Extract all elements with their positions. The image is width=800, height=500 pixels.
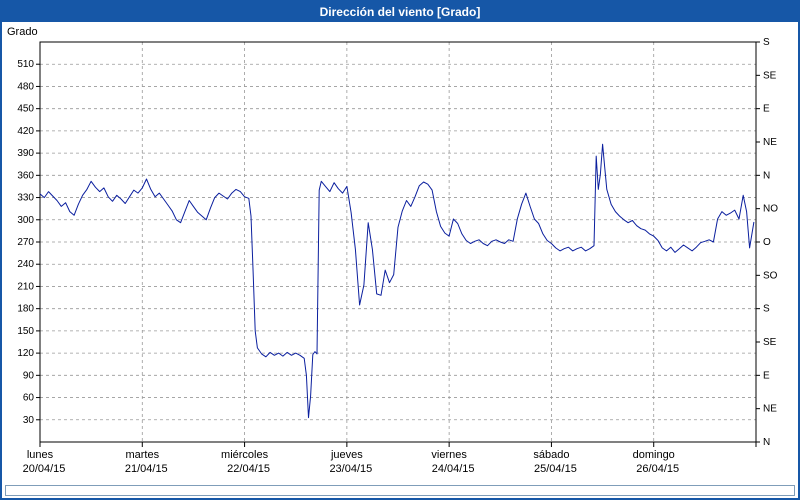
day-name-label: lunes [27, 449, 54, 461]
day-name-label: domingo [633, 449, 675, 461]
title-bar: Dirección del viento [Grado] [2, 2, 798, 22]
y-tick-label: 390 [17, 148, 34, 159]
y-tick-label: 120 [17, 348, 34, 359]
y-tick-label: 60 [23, 393, 35, 404]
y-tick-label: 180 [17, 304, 34, 315]
y-axis-unit-label: Grado [7, 26, 38, 38]
compass-tick-label: S [763, 304, 770, 315]
day-date-label: 22/04/15 [227, 463, 270, 475]
compass-tick-label: NE [763, 404, 777, 415]
y-tick-label: 480 [17, 81, 34, 92]
day-date-label: 21/04/15 [125, 463, 168, 475]
chart-title: Dirección del viento [Grado] [319, 5, 481, 19]
day-date-label: 24/04/15 [432, 463, 475, 475]
day-name-label: viernes [431, 449, 467, 461]
bottom-status-strip [5, 485, 795, 496]
day-name-label: miércoles [221, 449, 269, 461]
compass-tick-label: SE [763, 337, 777, 348]
day-date-label: 25/04/15 [534, 463, 577, 475]
wind-chart-svg: 30 60 90 120 150 180 210 240 270 300 330 360 390 420 4… [17, 37, 778, 475]
y-tick-label: 240 [17, 259, 34, 270]
y-tick-label: 510 [17, 59, 34, 70]
y-tick-label: 270 [17, 237, 34, 248]
y-tick-label: 420 [17, 126, 34, 137]
y-tick-label: 90 [23, 370, 35, 381]
day-name-label: jueves [330, 449, 363, 461]
y-tick-label: 300 [17, 215, 34, 226]
compass-tick-label: O [763, 237, 771, 248]
compass-tick-label: N [763, 170, 770, 181]
wind-direction-line [39, 143, 755, 419]
compass-tick-label: E [763, 370, 770, 381]
compass-tick-label: S [763, 37, 770, 48]
y-tick-label: 150 [17, 326, 34, 337]
day-date-label: 20/04/15 [23, 463, 66, 475]
y-tick-label: 360 [17, 170, 34, 181]
y-tick-label: 330 [17, 193, 34, 204]
compass-tick-label: SE [763, 70, 777, 81]
compass-tick-label: SO [763, 270, 778, 281]
chart-area: Grado 30 60 90 120 150 180 210 240 270 300 330 360 3… [2, 22, 798, 484]
day-name-label: sábado [533, 449, 569, 461]
compass-tick-label: NE [763, 137, 777, 148]
day-date-label: 26/04/15 [636, 463, 679, 475]
day-name-label: martes [125, 449, 159, 461]
y-tick-label: 30 [23, 415, 35, 426]
compass-tick-label: E [763, 104, 770, 115]
plot-frame [39, 41, 757, 443]
compass-tick-label: NO [763, 204, 778, 215]
y-tick-label: 450 [17, 104, 34, 115]
y-tick-label: 210 [17, 281, 34, 292]
day-date-label: 23/04/15 [329, 463, 372, 475]
compass-tick-label: N [763, 437, 770, 448]
